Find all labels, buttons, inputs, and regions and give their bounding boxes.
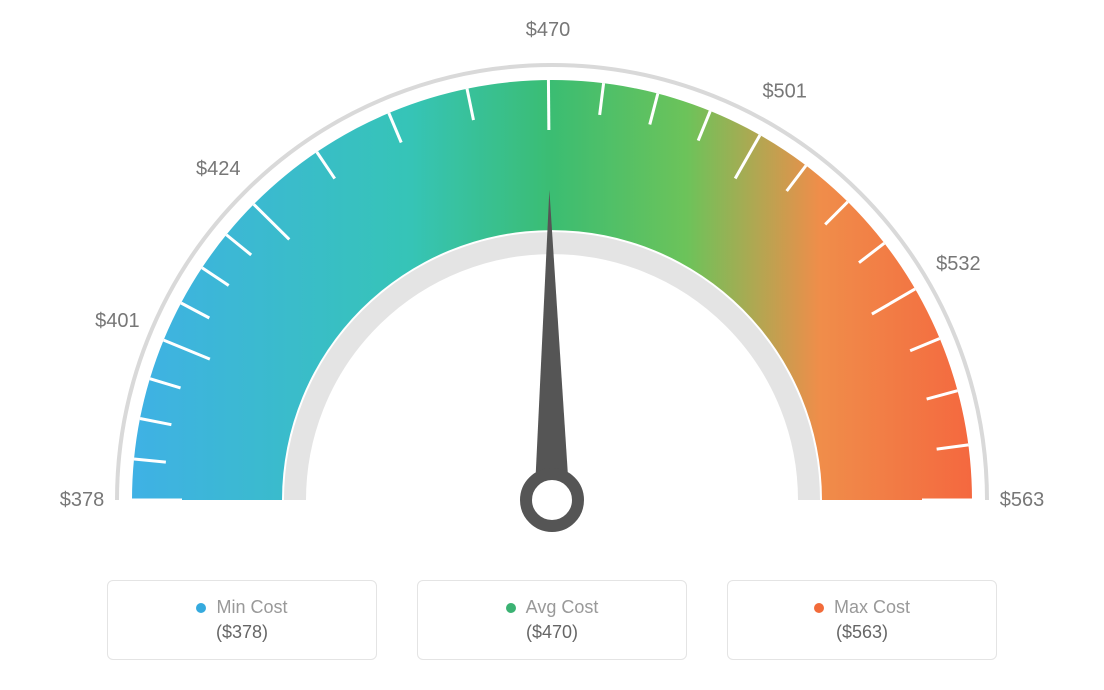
legend-value-max: ($563): [836, 622, 888, 643]
gauge-tick-label: $563: [1000, 489, 1045, 511]
gauge-tick-label: $424: [196, 158, 241, 180]
gauge-tick-label: $501: [762, 81, 807, 103]
legend-label-min: Min Cost: [216, 597, 287, 618]
gauge-needle-hub: [526, 474, 578, 526]
cost-gauge: $378 $401 $424 $470 $501 $532 $563: [0, 0, 1104, 570]
gauge-tick-label: $378: [60, 489, 105, 511]
gauge-tick-label: $532: [936, 253, 981, 275]
legend-value-min: ($378): [216, 622, 268, 643]
legend-row: Min Cost ($378) Avg Cost ($470) Max Cost…: [0, 580, 1104, 660]
legend-label-max: Max Cost: [834, 597, 910, 618]
dot-min: [196, 603, 206, 613]
legend-label-avg: Avg Cost: [526, 597, 599, 618]
dot-max: [814, 603, 824, 613]
legend-card-avg: Avg Cost ($470): [417, 580, 687, 660]
legend-card-max: Max Cost ($563): [727, 580, 997, 660]
gauge-tick-label: $401: [95, 310, 140, 332]
dot-avg: [506, 603, 516, 613]
legend-value-avg: ($470): [526, 622, 578, 643]
gauge-tick-label: $470: [526, 19, 571, 41]
gauge-svg: $378 $401 $424 $470 $501 $532 $563: [0, 0, 1104, 570]
legend-card-min: Min Cost ($378): [107, 580, 377, 660]
